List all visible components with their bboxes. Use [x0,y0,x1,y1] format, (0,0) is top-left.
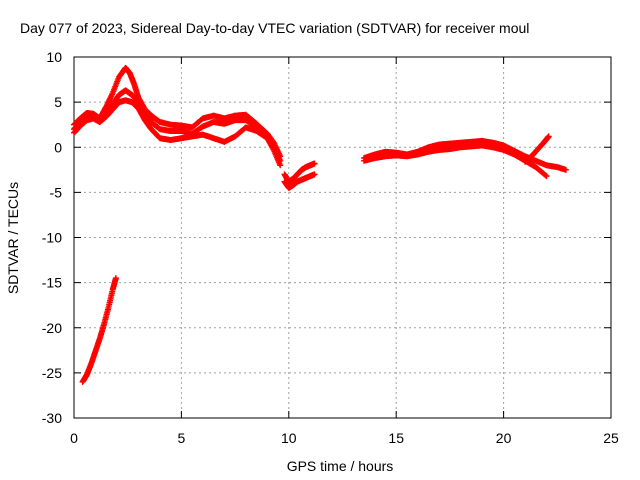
x-tick-label: 0 [70,430,78,446]
y-tick-label: 0 [54,139,62,155]
x-tick-label: 20 [496,430,512,446]
y-axis-label: SDTVAR / TECUs [5,182,21,294]
data-point [545,133,552,140]
x-tick-label: 25 [603,430,619,446]
y-tick-label: 10 [46,49,62,65]
data-point [543,173,550,180]
data-point [112,275,119,282]
data-point [562,166,569,173]
chart-title: Day 077 of 2023, Sidereal Day-to-day VTE… [20,20,529,36]
series-lower-track [71,97,284,169]
y-tick-label: -10 [42,230,62,246]
series-dip-segment [281,160,318,185]
y-tick-label: -25 [42,365,62,381]
y-tick-label: -15 [42,275,62,291]
y-tick-label: -30 [42,410,62,426]
x-axis-label: GPS time / hours [287,458,394,474]
data-point [311,160,318,167]
x-tick-label: 5 [178,430,186,446]
series-late-track-b [360,142,550,180]
data-points [71,64,569,385]
data-point [542,172,549,179]
y-tick-label: -20 [42,320,62,336]
x-tick-label: 10 [281,430,297,446]
data-point [277,162,284,169]
grid [74,57,611,418]
series-late-rise [522,133,552,165]
series-early-drop [79,275,119,385]
data-point [311,171,318,178]
series-dip-segment-2 [281,171,318,191]
y-tick-label: 5 [54,94,62,110]
x-tick-label: 15 [388,430,404,446]
tick-labels: 0 5 10 15 20 25 -30 -25 -20 -15 -10 -5 0 5 10 [42,49,619,446]
axis-ticks [73,56,612,419]
y-tick-label: -5 [50,184,63,200]
